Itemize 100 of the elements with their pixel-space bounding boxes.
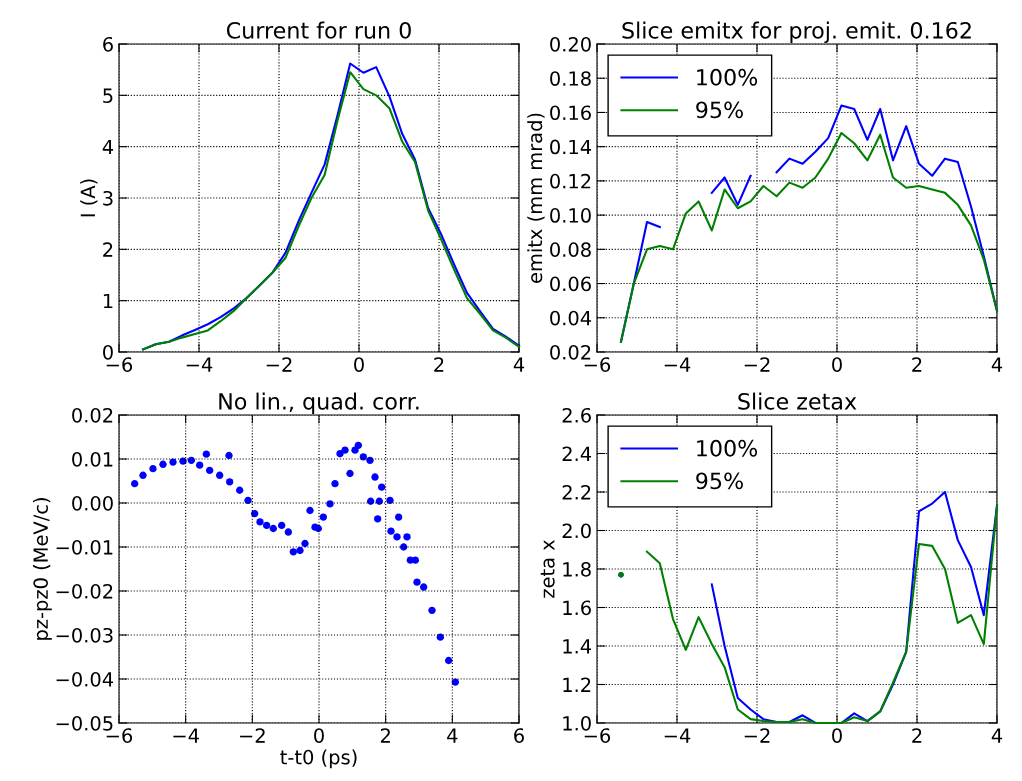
point <box>205 466 214 475</box>
point <box>451 678 460 686</box>
point <box>336 450 344 458</box>
y-tick-label: 0.00 <box>72 495 113 511</box>
x-tick-label: 4 <box>991 357 1003 372</box>
y-axis-title: zeta x <box>540 539 555 598</box>
y-tick-label: 2 <box>103 242 113 257</box>
point <box>225 451 233 460</box>
x-tick-label: −4 <box>186 357 213 372</box>
chart-title: Slice zetax <box>738 392 857 410</box>
y-tick-label: 0.08 <box>550 242 591 257</box>
x-tick-label: 0 <box>354 357 364 372</box>
point <box>371 473 379 481</box>
point <box>235 486 244 494</box>
y-tick-label: 0.10 <box>550 208 591 223</box>
y-tick-label: −0.04 <box>56 671 114 687</box>
y-tick-label: 0.18 <box>550 71 591 86</box>
point <box>256 518 264 526</box>
point <box>301 539 309 548</box>
x-tick-label: 2 <box>912 357 922 372</box>
y-tick-label: −0.01 <box>56 539 113 555</box>
y-tick-label: 0.04 <box>550 310 592 326</box>
x-tick-label: 0 <box>832 357 842 372</box>
point <box>159 460 167 468</box>
point <box>403 533 411 541</box>
y-tick-label: 0.16 <box>550 105 591 121</box>
x-tick-label: −4 <box>173 728 199 743</box>
y-tick-label: 1.4 <box>563 639 592 654</box>
y-tick-label: 0.14 <box>550 139 592 155</box>
x-tick-label: 2 <box>912 728 922 743</box>
point <box>130 479 139 488</box>
x-tick-label: 4 <box>991 728 1003 743</box>
y-tick-label: 2.4 <box>562 446 592 461</box>
chart-title: Current for run 0 <box>226 21 411 39</box>
point <box>331 479 339 488</box>
point <box>375 497 384 505</box>
point <box>284 528 293 536</box>
legend-label: 100% <box>697 68 758 86</box>
y-tick-label: 0.06 <box>550 276 591 292</box>
y-tick-label: 4 <box>102 139 114 155</box>
point <box>269 524 278 533</box>
x-tick-label: −4 <box>664 728 691 743</box>
point <box>202 450 211 458</box>
point <box>419 583 428 591</box>
point <box>289 548 298 556</box>
y-tick-label: 1.8 <box>563 561 591 577</box>
y-tick-label: 2.0 <box>562 523 591 539</box>
y-tick-label: 2.2 <box>562 484 591 500</box>
chart-title: No lin., quad. corr. <box>219 392 419 415</box>
y-tick-label: 1.6 <box>563 600 591 616</box>
x-tick-label: −2 <box>744 728 770 743</box>
point <box>149 465 157 473</box>
y-axis-title: pz-pz0 (MeV/c) <box>32 498 52 640</box>
legend-label: 95% <box>696 472 743 490</box>
x-axis-title: t-t0 (ps) <box>280 749 357 769</box>
point <box>387 527 395 535</box>
y-tick-label: 0.01 <box>72 451 113 467</box>
x-tick-label: −2 <box>266 357 292 372</box>
x-tick-label: 4 <box>513 357 525 372</box>
x-tick-label: 0 <box>832 728 842 743</box>
x-tick-label: −2 <box>744 357 770 372</box>
point <box>354 441 363 450</box>
x-tick-label: 2 <box>380 728 390 743</box>
chart-title: Slice emitx for proj. emit. 0.162 <box>622 21 971 44</box>
point <box>346 469 354 478</box>
y-tick-label: −0.03 <box>56 627 113 643</box>
point <box>428 606 436 615</box>
x-tick-label: −2 <box>240 728 265 743</box>
point <box>444 656 453 665</box>
x-tick-label: 2 <box>434 357 444 372</box>
point <box>215 471 224 479</box>
y-tick-label: 0.20 <box>550 36 591 52</box>
point <box>319 513 328 521</box>
x-tick-label: −4 <box>664 357 691 372</box>
y-tick-label: 5 <box>103 88 113 103</box>
point <box>169 458 177 466</box>
x-tick-label: 0 <box>314 728 324 743</box>
point <box>277 521 286 530</box>
legend-label: 95% <box>696 101 743 119</box>
point <box>139 471 147 479</box>
y-tick-label: 1 <box>103 293 113 309</box>
x-tick-label: 6 <box>514 728 524 743</box>
point <box>341 446 349 454</box>
point <box>413 578 421 586</box>
point <box>225 478 234 486</box>
point <box>250 509 259 518</box>
point <box>179 457 187 465</box>
point <box>377 483 386 491</box>
y-axis-title: I (A) <box>80 179 98 217</box>
x-tick-label: 4 <box>447 728 458 743</box>
point <box>393 533 401 541</box>
y-tick-label: 1.2 <box>563 677 591 692</box>
y-tick-label: 6 <box>103 36 113 52</box>
point <box>195 461 204 469</box>
point <box>262 521 271 530</box>
y-tick-label: −0.02 <box>56 583 113 599</box>
y-tick-label: 3 <box>103 190 113 206</box>
point <box>296 546 304 555</box>
point <box>306 506 314 515</box>
point <box>373 515 382 523</box>
